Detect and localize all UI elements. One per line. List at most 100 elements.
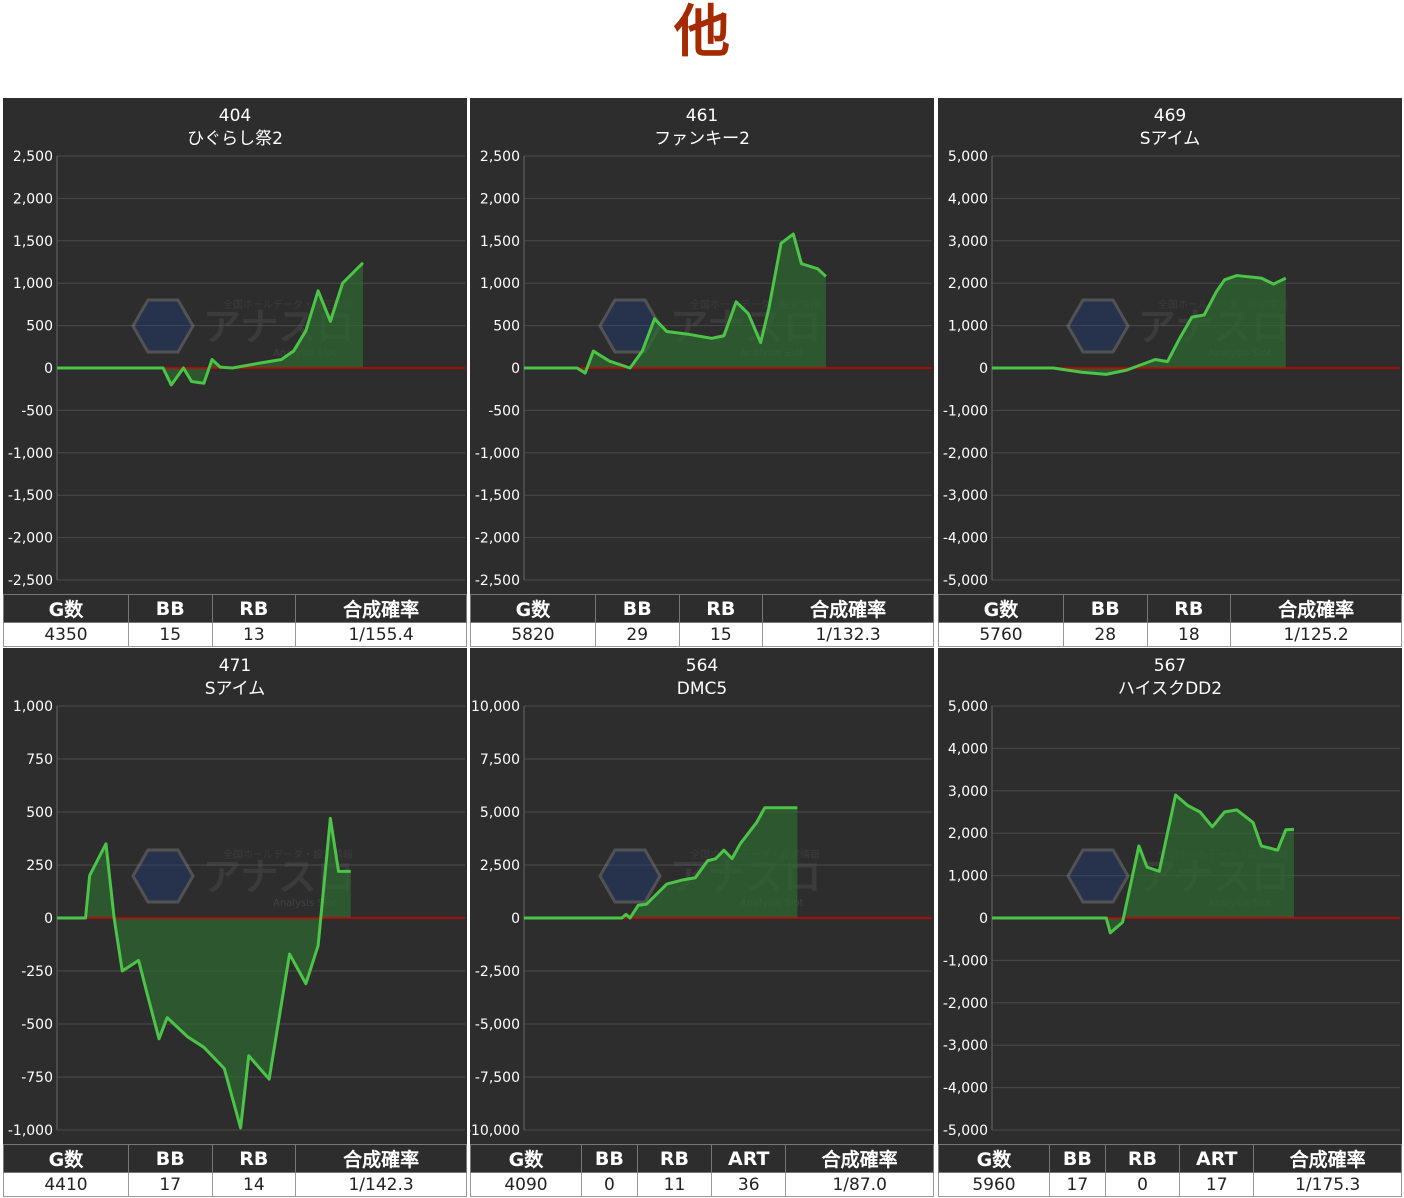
y-tick-label: 4,000 <box>948 191 988 207</box>
stats-value: 17 <box>128 1173 212 1197</box>
y-tick-label: -3,000 <box>943 1038 988 1054</box>
chart-machine-name: DMC5 <box>677 679 727 699</box>
stats-header: 合成確率 <box>296 1145 467 1173</box>
stats-value: 17 <box>1180 1173 1254 1197</box>
y-tick-label: 5,000 <box>480 805 520 821</box>
stats-value: 11 <box>637 1173 711 1197</box>
stats-header: BB <box>128 595 212 623</box>
y-tick-label: 250 <box>26 858 53 874</box>
y-tick-label: -5,000 <box>943 573 988 589</box>
y-tick-label: -1,000 <box>943 403 988 419</box>
stats-header: G数 <box>471 595 596 623</box>
stats-header: G数 <box>471 1145 582 1173</box>
y-tick-label: -750 <box>21 1070 53 1086</box>
stats-value: 36 <box>712 1173 786 1197</box>
y-tick-label: 2,500 <box>480 149 520 165</box>
stats-value: 5960 <box>939 1173 1050 1197</box>
y-tick-label: -250 <box>21 964 53 980</box>
y-tick-label: 7,500 <box>480 752 520 768</box>
stats-value: 5820 <box>471 623 596 647</box>
y-tick-label: -2,500 <box>475 573 520 589</box>
chart-machine-name: ひぐらし祭2 <box>187 129 283 149</box>
y-tick-label: -1,000 <box>8 1123 53 1139</box>
y-tick-label: 2,000 <box>480 191 520 207</box>
y-tick-label: -2,000 <box>475 531 520 547</box>
y-tick-label: 500 <box>26 805 53 821</box>
chart-number: 404 <box>219 106 251 126</box>
stats-value: 18 <box>1147 623 1231 647</box>
y-tick-label: 1,000 <box>948 319 988 335</box>
stats-header: BB <box>1063 595 1147 623</box>
y-tick-label: 2,000 <box>948 276 988 292</box>
stats-value: 15 <box>128 623 212 647</box>
y-tick-label: 1,000 <box>13 699 53 715</box>
stats-value: 1/175.3 <box>1254 1173 1402 1197</box>
series-area <box>524 234 826 373</box>
y-tick-label: 0 <box>511 911 520 927</box>
stats-header: BB <box>595 595 679 623</box>
chart-svg: 461ファンキー22,5002,0001,5001,0005000-500-1,… <box>470 98 934 594</box>
stats-header: RB <box>679 595 763 623</box>
stats-value: 0 <box>1105 1173 1179 1197</box>
stats-header: G数 <box>939 595 1064 623</box>
y-tick-label: -1,000 <box>943 953 988 969</box>
y-tick-label: 0 <box>44 911 53 927</box>
y-tick-label: -500 <box>21 403 53 419</box>
stats-value: 15 <box>679 623 763 647</box>
y-tick-label: 0 <box>44 361 53 377</box>
y-tick-label: -3,000 <box>943 488 988 504</box>
stats-value: 17 <box>1049 1173 1105 1197</box>
y-tick-label: 0 <box>511 361 520 377</box>
y-tick-label: 10,000 <box>471 699 520 715</box>
stats-header: 合成確率 <box>1231 595 1402 623</box>
stats-header: RB <box>212 595 296 623</box>
y-tick-label: 1,000 <box>480 276 520 292</box>
stats-value: 13 <box>212 623 296 647</box>
stats-value: 14 <box>212 1173 296 1197</box>
stats-header: G数 <box>4 1145 129 1173</box>
stats-value: 1/132.3 <box>763 623 934 647</box>
stats-header: RB <box>1105 1145 1179 1173</box>
stats-value: 4410 <box>4 1173 129 1197</box>
y-tick-label: -1,500 <box>475 488 520 504</box>
y-tick-label: -7,500 <box>475 1070 520 1086</box>
stats-value: 5760 <box>939 623 1064 647</box>
y-tick-label: 2,500 <box>480 858 520 874</box>
stats-header: BB <box>1049 1145 1105 1173</box>
chart-machine-name: Sアイム <box>205 679 266 699</box>
y-tick-label: -1,000 <box>8 446 53 462</box>
stats-header: RB <box>1147 595 1231 623</box>
stats-value: 1/125.2 <box>1231 623 1402 647</box>
y-tick-label: 2,000 <box>13 191 53 207</box>
y-tick-label: 4,000 <box>948 741 988 757</box>
y-tick-label: 2,500 <box>13 149 53 165</box>
page-title: 他 <box>0 0 1404 70</box>
y-tick-label: 2,000 <box>948 826 988 842</box>
y-tick-label: 500 <box>26 319 53 335</box>
y-tick-label: 0 <box>979 911 988 927</box>
stats-header: G数 <box>4 595 129 623</box>
y-tick-label: -1,000 <box>475 446 520 462</box>
logo-hexagon-icon <box>133 850 193 902</box>
